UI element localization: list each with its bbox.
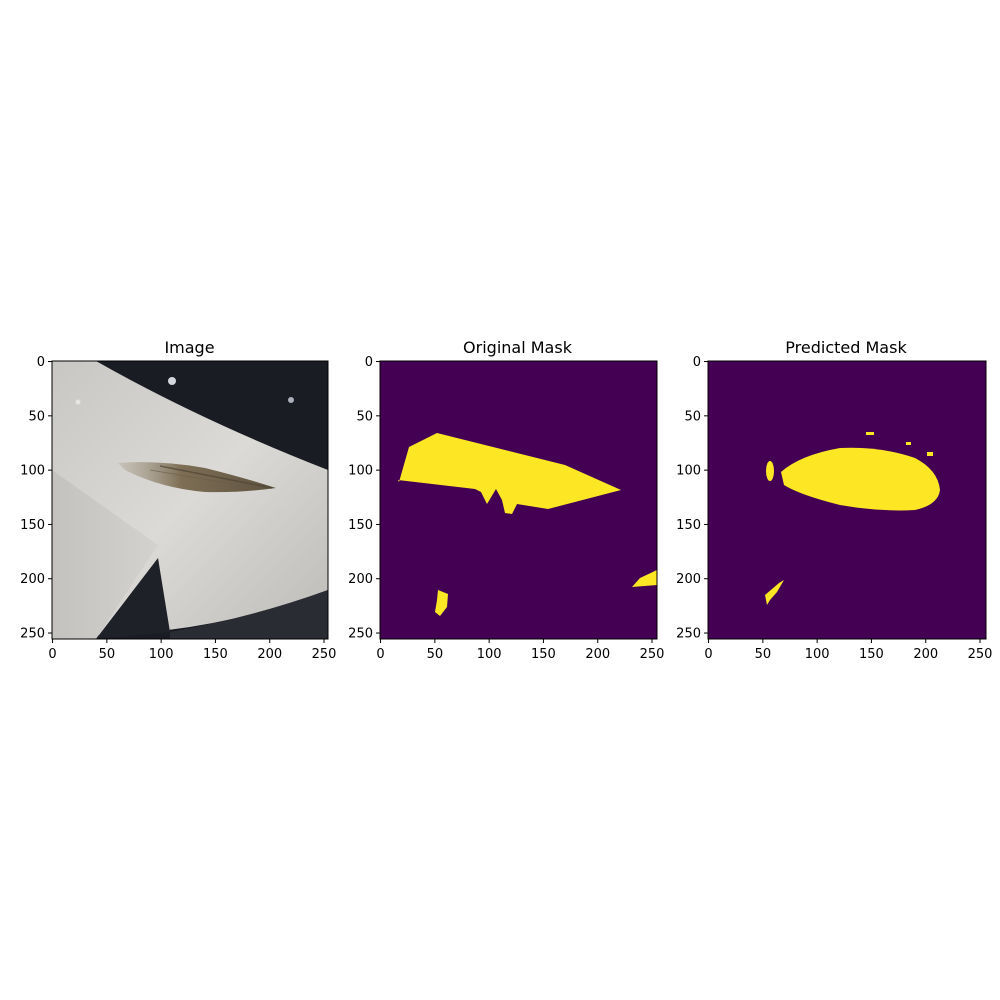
x-tick-label: 200 <box>913 647 938 662</box>
panel-predicted-mask: Predicted Mask 0 50 100 150 200 250 0 50 100 150… <box>676 338 992 662</box>
y-tick-label: 200 <box>676 572 701 587</box>
y-ticks: 0 50 100 150 200 250 <box>348 355 380 642</box>
panel-title: Original Mask <box>463 338 573 357</box>
y-tick-label: 0 <box>37 355 45 370</box>
y-tick-label: 50 <box>684 409 701 424</box>
mask-region <box>398 433 621 514</box>
panel-title: Predicted Mask <box>785 338 907 357</box>
axes-frame <box>51 360 329 640</box>
x-tick-label: 100 <box>477 647 502 662</box>
mask-region <box>766 461 774 481</box>
y-tick-label: 200 <box>20 572 45 587</box>
car-lower-panel <box>52 470 158 639</box>
x-tick-label: 0 <box>704 647 712 662</box>
y-tick-label: 150 <box>676 518 701 533</box>
mask-speck <box>866 432 874 435</box>
x-tick-label: 100 <box>149 647 174 662</box>
y-tick-label: 50 <box>356 409 373 424</box>
axes-frame <box>707 360 987 640</box>
x-tick-label: 50 <box>427 647 444 662</box>
panel-gap <box>96 558 170 639</box>
y-tick-label: 150 <box>20 518 45 533</box>
y-tick-label: 250 <box>348 627 373 642</box>
y-tick-label: 100 <box>348 464 373 479</box>
x-tick-label: 150 <box>859 647 884 662</box>
y-tick-label: 200 <box>348 572 373 587</box>
axes-frame <box>379 360 658 640</box>
y-tick-label: 250 <box>20 627 45 642</box>
x-tick-label: 200 <box>585 647 610 662</box>
mask-region <box>632 570 657 587</box>
x-tick-label: 0 <box>48 647 56 662</box>
x-ticks: 0 50 100 150 200 250 <box>48 639 336 662</box>
mask-speck <box>927 452 933 456</box>
x-tick-label: 50 <box>99 647 116 662</box>
y-tick-label: 100 <box>676 464 701 479</box>
mask-region <box>765 580 784 605</box>
photo <box>52 361 328 639</box>
x-tick-label: 150 <box>531 647 556 662</box>
y-tick-label: 0 <box>693 355 701 370</box>
y-tick-label: 250 <box>676 627 701 642</box>
y-tick-label: 100 <box>20 464 45 479</box>
x-tick-label: 250 <box>312 647 337 662</box>
x-tick-label: 250 <box>640 647 665 662</box>
panel-image: Image 0 50 100 150 200 250 0 50 100 150 200 250 <box>20 338 336 662</box>
panel-original-mask: Original Mask 0 50 100 150 200 250 0 50 100 150 2… <box>348 338 664 662</box>
mask-region <box>435 590 448 616</box>
panel-title: Image <box>164 338 214 357</box>
y-tick-label: 50 <box>28 409 45 424</box>
x-tick-label: 0 <box>376 647 384 662</box>
x-tick-label: 50 <box>755 647 772 662</box>
y-tick-label: 150 <box>348 518 373 533</box>
x-tick-label: 150 <box>203 647 228 662</box>
mask-speck <box>906 442 911 445</box>
x-ticks: 0 50 100 150 200 250 <box>376 639 664 662</box>
x-tick-label: 250 <box>968 647 993 662</box>
y-tick-label: 0 <box>365 355 373 370</box>
x-ticks: 0 50 100 150 200 250 <box>704 639 992 662</box>
mask-region <box>781 447 940 511</box>
y-ticks: 0 50 100 150 200 250 <box>20 355 52 642</box>
x-tick-label: 100 <box>805 647 830 662</box>
x-tick-label: 200 <box>257 647 282 662</box>
y-ticks: 0 50 100 150 200 250 <box>676 355 708 642</box>
